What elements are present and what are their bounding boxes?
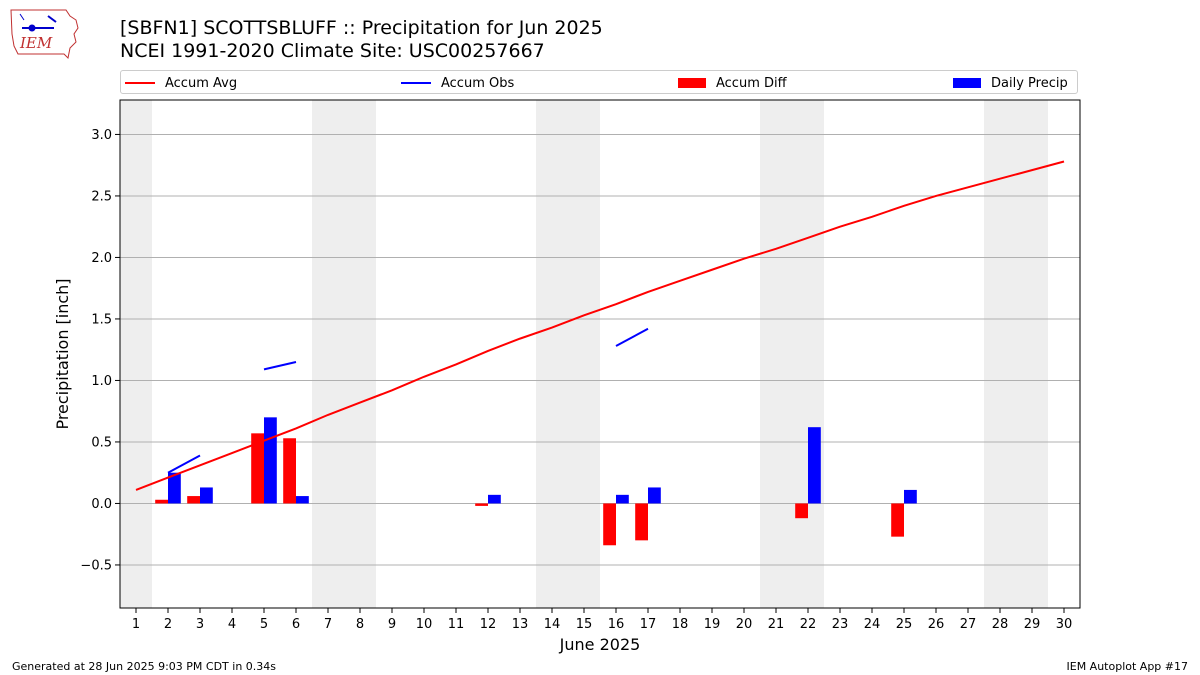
legend-label-accum-diff: Accum Diff (716, 75, 787, 91)
x-tick-label: 14 (544, 617, 561, 632)
legend-label-daily-precip: Daily Precip (991, 75, 1068, 91)
x-tick-label: 29 (1024, 617, 1041, 632)
footer-app: IEM Autoplot App #17 (1066, 660, 1189, 673)
y-tick-label: 0.0 (91, 497, 112, 512)
x-axis-label: June 2025 (559, 635, 641, 654)
y-tick-label: 1.0 (91, 374, 112, 389)
x-tick-label: 12 (480, 617, 497, 632)
legend-item-daily-precip: Daily Precip (953, 74, 1068, 92)
x-tick-label: 8 (356, 617, 364, 632)
weekend-shade-1 (312, 100, 376, 608)
x-tick-label: 23 (832, 617, 849, 632)
daily-precip-bar (296, 496, 309, 504)
x-tick-label: 5 (260, 617, 268, 632)
x-tick-label: 26 (928, 617, 945, 632)
accum-diff-bar (283, 438, 296, 504)
x-tick-label: 19 (704, 617, 721, 632)
x-tick-label: 24 (864, 617, 881, 632)
accum-diff-bar (475, 503, 488, 506)
x-tick-label: 22 (800, 617, 817, 632)
legend-swatch-daily-precip (953, 78, 981, 88)
legend-label-accum-avg: Accum Avg (165, 75, 238, 91)
weather-station-icon (19, 13, 57, 32)
logo-text: IEM (19, 34, 53, 52)
legend-item-accum-obs: Accum Obs (401, 74, 514, 92)
daily-precip-bar (616, 494, 629, 504)
x-tick-label: 6 (292, 617, 300, 632)
accum-obs-segment (263, 361, 297, 371)
daily-precip-bar (264, 417, 277, 504)
x-tick-label: 13 (512, 617, 529, 632)
daily-precip-bar (200, 487, 213, 504)
x-tick-label: 17 (640, 617, 657, 632)
y-tick-label: 0.5 (91, 435, 112, 450)
daily-precip-bar (488, 494, 501, 504)
x-tick-label: 28 (992, 617, 1009, 632)
y-tick-label: −0.5 (80, 558, 112, 573)
y-tick-label: 1.5 (91, 312, 112, 327)
x-tick-label: 1 (132, 617, 140, 632)
x-tick-label: 18 (672, 617, 689, 632)
legend: Accum Avg Accum Obs Accum Diff Daily Pre… (120, 70, 1078, 94)
x-tick-label: 25 (896, 617, 913, 632)
x-tick-label: 15 (576, 617, 593, 632)
x-tick-label: 7 (324, 617, 332, 632)
weekend-shade-3 (760, 100, 824, 608)
accum-avg-line (135, 160, 1065, 491)
legend-swatch-accum-avg (125, 82, 155, 84)
accum-obs-segment (167, 454, 201, 474)
legend-swatch-accum-diff (678, 78, 706, 88)
accum-obs-segment (615, 327, 649, 347)
weekend-shade-0 (120, 100, 152, 608)
y-tick-label: 3.0 (91, 128, 112, 143)
daily-precip-bar (168, 472, 181, 504)
chart-title: [SBFN1] SCOTTSBLUFF :: Precipitation for… (120, 17, 603, 39)
chart-subtitle: NCEI 1991-2020 Climate Site: USC00257667 (120, 40, 545, 62)
daily-precip-bar (648, 487, 661, 504)
x-tick-label: 9 (388, 617, 396, 632)
footer-generated: Generated at 28 Jun 2025 9:03 PM CDT in … (12, 660, 277, 673)
y-tick-label: 2.5 (91, 189, 112, 204)
legend-swatch-accum-obs (401, 82, 431, 84)
x-tick-label: 3 (196, 617, 204, 632)
x-tick-label: 11 (448, 617, 465, 632)
y-tick-label: 2.0 (91, 251, 112, 266)
x-tick-label: 27 (960, 617, 977, 632)
daily-precip-bar (808, 427, 821, 504)
accum-diff-bar (795, 503, 808, 519)
x-tick-label: 20 (736, 617, 753, 632)
iowa-state-outline (10, 9, 79, 60)
x-tick-label: 16 (608, 617, 625, 632)
x-tick-label: 10 (416, 617, 433, 632)
weekend-shade-2 (536, 100, 600, 608)
y-axis-label: Precipitation [inch] (53, 278, 72, 429)
accum-diff-bar (251, 433, 264, 504)
x-tick-label: 30 (1056, 617, 1073, 632)
accum-diff-bar (635, 503, 648, 541)
x-tick-label: 21 (768, 617, 785, 632)
weekend-shade-4 (984, 100, 1048, 608)
legend-item-accum-diff: Accum Diff (678, 74, 787, 92)
daily-precip-bar (904, 489, 917, 504)
x-tick-label: 2 (164, 617, 172, 632)
iem-logo: IEM (10, 9, 79, 60)
accum-diff-bar (155, 499, 168, 504)
legend-label-accum-obs: Accum Obs (441, 75, 515, 91)
accum-diff-bar (603, 503, 616, 546)
legend-item-accum-avg: Accum Avg (125, 74, 237, 92)
plot-frame (119, 99, 1081, 609)
x-tick-label: 4 (228, 617, 236, 632)
accum-diff-bar (187, 496, 200, 504)
accum-diff-bar (891, 503, 904, 537)
